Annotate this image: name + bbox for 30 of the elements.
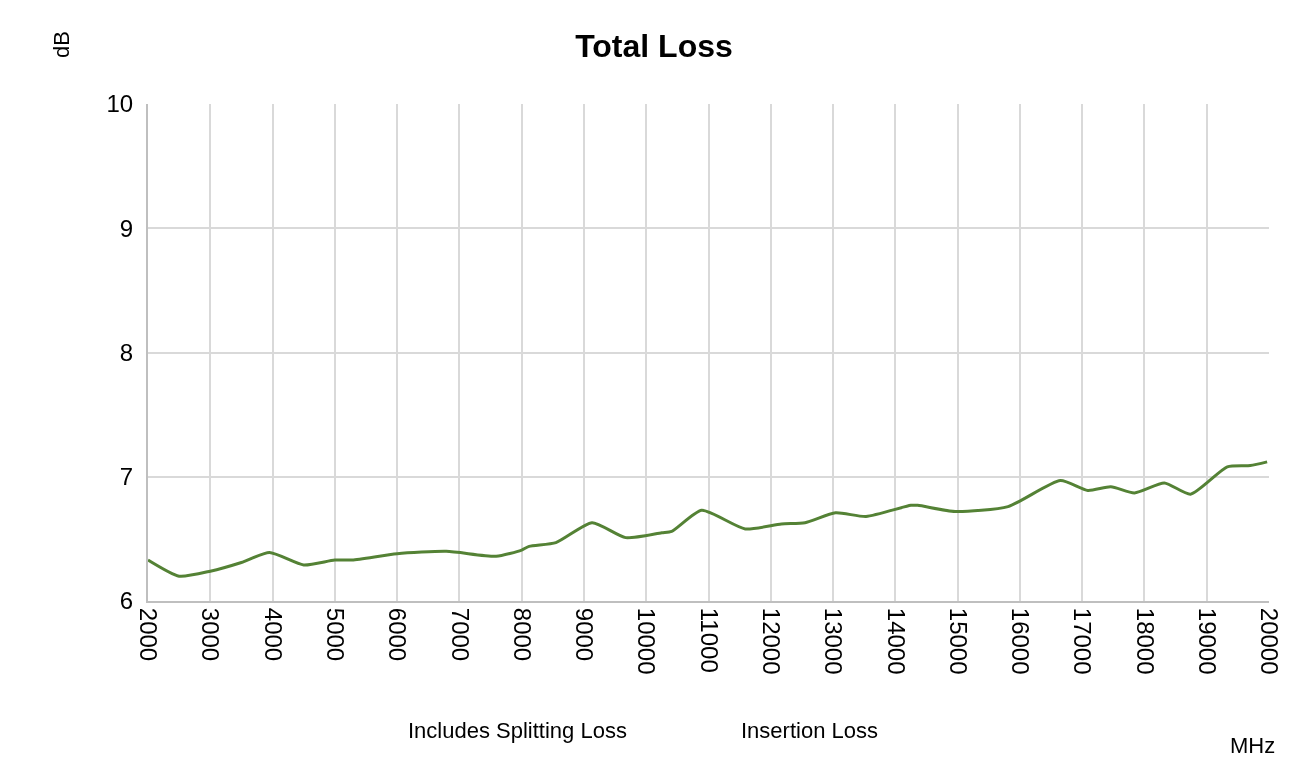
y-tick-label: 8 [119, 338, 134, 366]
x-tick-label: 15000 [944, 607, 972, 675]
x-tick-label: 5000 [322, 607, 350, 662]
x-tick-label: 18000 [1131, 607, 1159, 675]
chart-title: Total Loss [575, 28, 733, 65]
x-axis-title: MHz [1230, 733, 1276, 758]
x-tick-label: 19000 [1193, 607, 1221, 675]
x-tick-label: 3000 [197, 607, 225, 662]
y-axis-title: dB [49, 31, 75, 58]
line-series [148, 460, 1269, 578]
x-tick-label: 2000 [135, 607, 163, 662]
x-tick-label: 12000 [757, 607, 785, 675]
x-tick-label: 7000 [446, 607, 474, 662]
x-tick-label: 4000 [259, 607, 287, 662]
x-tick-label: 11000 [695, 607, 723, 673]
text: Includes Splitting Loss [408, 718, 627, 743]
y-tick-label: 10 [106, 90, 134, 118]
x-tick-label: 14000 [882, 607, 910, 675]
x-tick-label: 8000 [508, 607, 536, 662]
y-tick-label: 9 [119, 214, 134, 242]
x-tick-label: 9000 [571, 607, 599, 662]
y-tick-label: 6 [119, 587, 134, 615]
text: Insertion Loss [741, 718, 878, 743]
x-tick-label: 17000 [1069, 607, 1097, 675]
x-tick-label: 10000 [633, 607, 661, 675]
x-tick-label: 16000 [1007, 607, 1035, 675]
x-tick-label: 6000 [384, 607, 412, 662]
x-tick-label: 20000 [1256, 607, 1284, 675]
x-tick-label: 13000 [820, 607, 848, 675]
y-tick-label: 7 [119, 463, 134, 491]
